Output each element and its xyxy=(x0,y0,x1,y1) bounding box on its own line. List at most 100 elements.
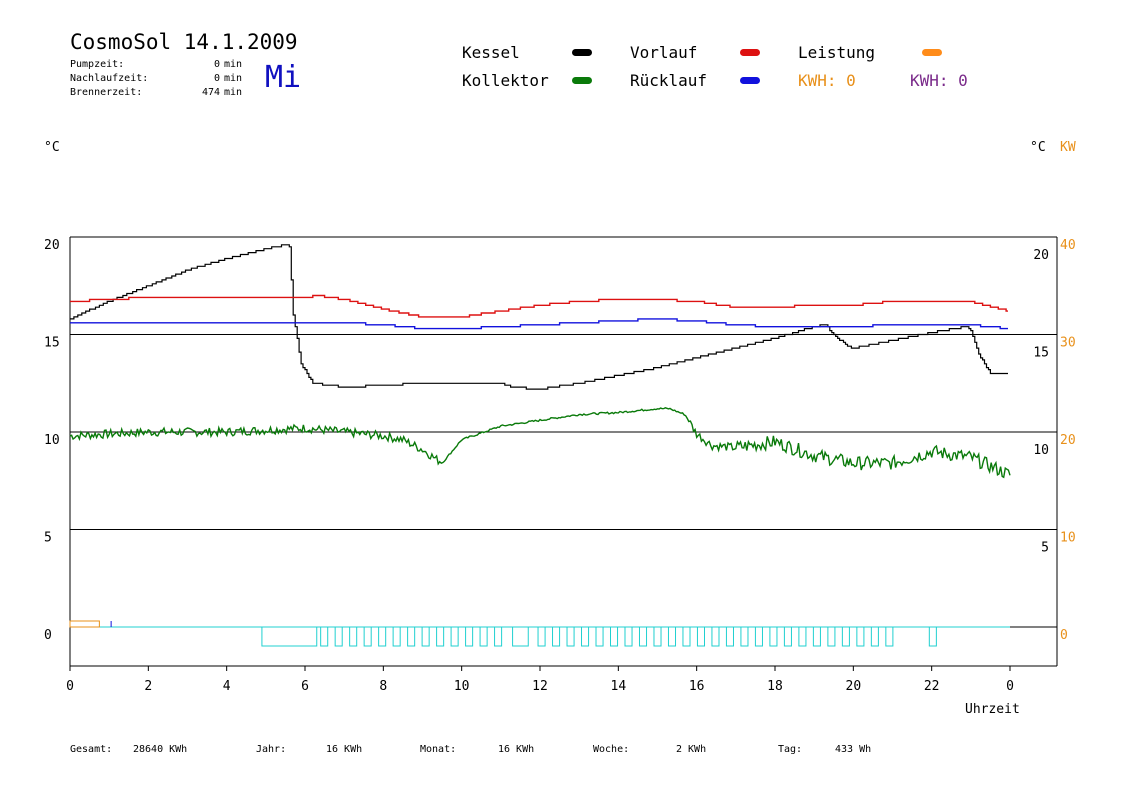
right-axis-unit: °C xyxy=(1030,140,1046,155)
nachlaufzeit-label: Nachlaufzeit: xyxy=(70,73,149,84)
x-tick-label: 12 xyxy=(532,679,548,694)
pump-cycle xyxy=(667,626,677,647)
x-tick-label: 14 xyxy=(611,679,627,694)
chart-title: CosmoSol 14.1.2009 xyxy=(70,30,298,54)
legend-kessel-label: Kessel xyxy=(462,43,520,62)
chart-series xyxy=(69,244,1011,479)
y-tick-label-left: 10 xyxy=(44,433,60,448)
pump-cycle xyxy=(856,626,865,647)
stat-tag-value: 433 Wh xyxy=(835,744,872,755)
y-tick-label-kw: 30 xyxy=(1060,336,1076,351)
x-tick-label: 0 xyxy=(66,679,74,694)
x-tick-label: 4 xyxy=(223,679,231,694)
brennerzeit-value: 474 xyxy=(201,87,220,98)
stat-monat-value: 16 KWh xyxy=(498,744,535,755)
pump-cycle xyxy=(334,626,343,647)
pump-cycle xyxy=(610,626,619,647)
pump-cycle xyxy=(754,626,763,647)
stat-woche-label: Woche: xyxy=(593,744,630,755)
x-tick-label: 0 xyxy=(1006,679,1014,694)
stat-jahr-label: Jahr: xyxy=(256,744,287,755)
stat-woche-value: 2 KWh xyxy=(676,744,707,755)
pump-cycle xyxy=(566,626,575,647)
pump-cycle xyxy=(870,626,879,647)
y-tick-label-kw: 20 xyxy=(1060,433,1076,448)
pump-cycle xyxy=(696,626,706,647)
stat-tag-label: Tag: xyxy=(778,744,803,755)
vorlauf-line xyxy=(70,294,1008,318)
weekday-label: Mi xyxy=(265,60,302,95)
nachlaufzeit-value: 0 xyxy=(213,73,220,84)
legend-kollektor-label: Kollektor xyxy=(462,71,549,90)
runtime-info: Pumpzeit: 0 min Nachlaufzeit: 0 min Bren… xyxy=(70,58,242,100)
x-axis-label: Uhrzeit xyxy=(965,702,1020,717)
y-tick-label-kw: 40 xyxy=(1060,238,1076,253)
brennerzeit-row: Brennerzeit: 474 min xyxy=(70,86,242,100)
pumpzeit-unit: min xyxy=(224,59,243,70)
x-tick-label: 10 xyxy=(454,679,470,694)
pump-cycle xyxy=(407,626,416,647)
stat-gesamt-label: Gesamt: xyxy=(70,744,113,755)
kollektor-line xyxy=(69,407,1011,479)
pump-cycle xyxy=(885,626,894,647)
y-tick-label-left: 0 xyxy=(44,628,52,643)
pump-cycle xyxy=(638,626,648,647)
stat-jahr-value: 16 KWh xyxy=(326,744,363,755)
pump-cycle xyxy=(682,626,691,647)
pump-cycle xyxy=(928,626,937,647)
pump-cycle xyxy=(711,626,720,647)
y-tick-label-right: 5 xyxy=(1041,541,1049,556)
pump-cycle xyxy=(436,626,445,647)
y-tick-label-kw: 10 xyxy=(1060,531,1076,546)
pump-cycle xyxy=(783,626,792,647)
stat-monat-label: Monat: xyxy=(420,744,457,755)
pump-cycle xyxy=(798,626,807,647)
legend-kollektor-swatch xyxy=(572,77,592,84)
pump-cycle xyxy=(363,626,372,647)
pump-cycle xyxy=(349,626,358,647)
pump-cycle xyxy=(769,626,778,647)
legend-vorlauf-label: Vorlauf xyxy=(630,43,698,62)
pump-cycle xyxy=(725,626,734,647)
pump-cycle xyxy=(450,626,459,647)
pump-cycle xyxy=(494,626,503,647)
y-tick-label-left: 15 xyxy=(44,336,60,351)
pumpzeit-value: 0 xyxy=(213,59,220,70)
y-tick-label-left: 5 xyxy=(44,531,52,546)
pump-cycle xyxy=(841,626,850,647)
pumpzeit-label: Pumpzeit: xyxy=(70,59,125,70)
stat-gesamt-value: 28640 KWh xyxy=(133,744,188,755)
pump-cycle xyxy=(624,626,633,647)
pump-cycle xyxy=(812,626,821,647)
y-tick-label-kw: 0 xyxy=(1060,628,1068,643)
pump-cycle xyxy=(653,626,662,647)
legend-ruecklauf-swatch xyxy=(740,77,760,84)
brennerzeit-unit: min xyxy=(224,87,243,98)
kessel-line xyxy=(70,244,1008,390)
right-axis-unit-kw: KW xyxy=(1060,140,1076,155)
nachlaufzeit-unit: min xyxy=(224,73,243,84)
x-tick-label: 2 xyxy=(144,679,152,694)
legend-vorlauf-swatch xyxy=(740,49,760,56)
ruecklauf-line xyxy=(70,318,1008,330)
pump-activity xyxy=(69,620,937,647)
pump-block xyxy=(261,626,318,647)
pump-cycle xyxy=(740,626,749,647)
pump-cycle xyxy=(827,626,836,647)
x-tick-label: 18 xyxy=(767,679,783,694)
pump-cycle xyxy=(465,626,474,647)
left-axis-unit: °C xyxy=(44,140,60,155)
legend-kessel-swatch xyxy=(572,49,592,56)
pump-cycle xyxy=(378,626,387,647)
x-tick-label: 22 xyxy=(924,679,940,694)
pump-cycle xyxy=(421,626,430,647)
pump-cycle xyxy=(537,626,546,647)
y-tick-label-right: 10 xyxy=(1033,443,1049,458)
pump-cycle xyxy=(581,626,590,647)
x-tick-label: 6 xyxy=(301,679,309,694)
pump-cycle xyxy=(320,626,329,647)
pump-block xyxy=(512,626,529,647)
legend-kwh-secondary: KWH: 0 xyxy=(910,71,968,90)
pump-cycle xyxy=(595,626,604,647)
